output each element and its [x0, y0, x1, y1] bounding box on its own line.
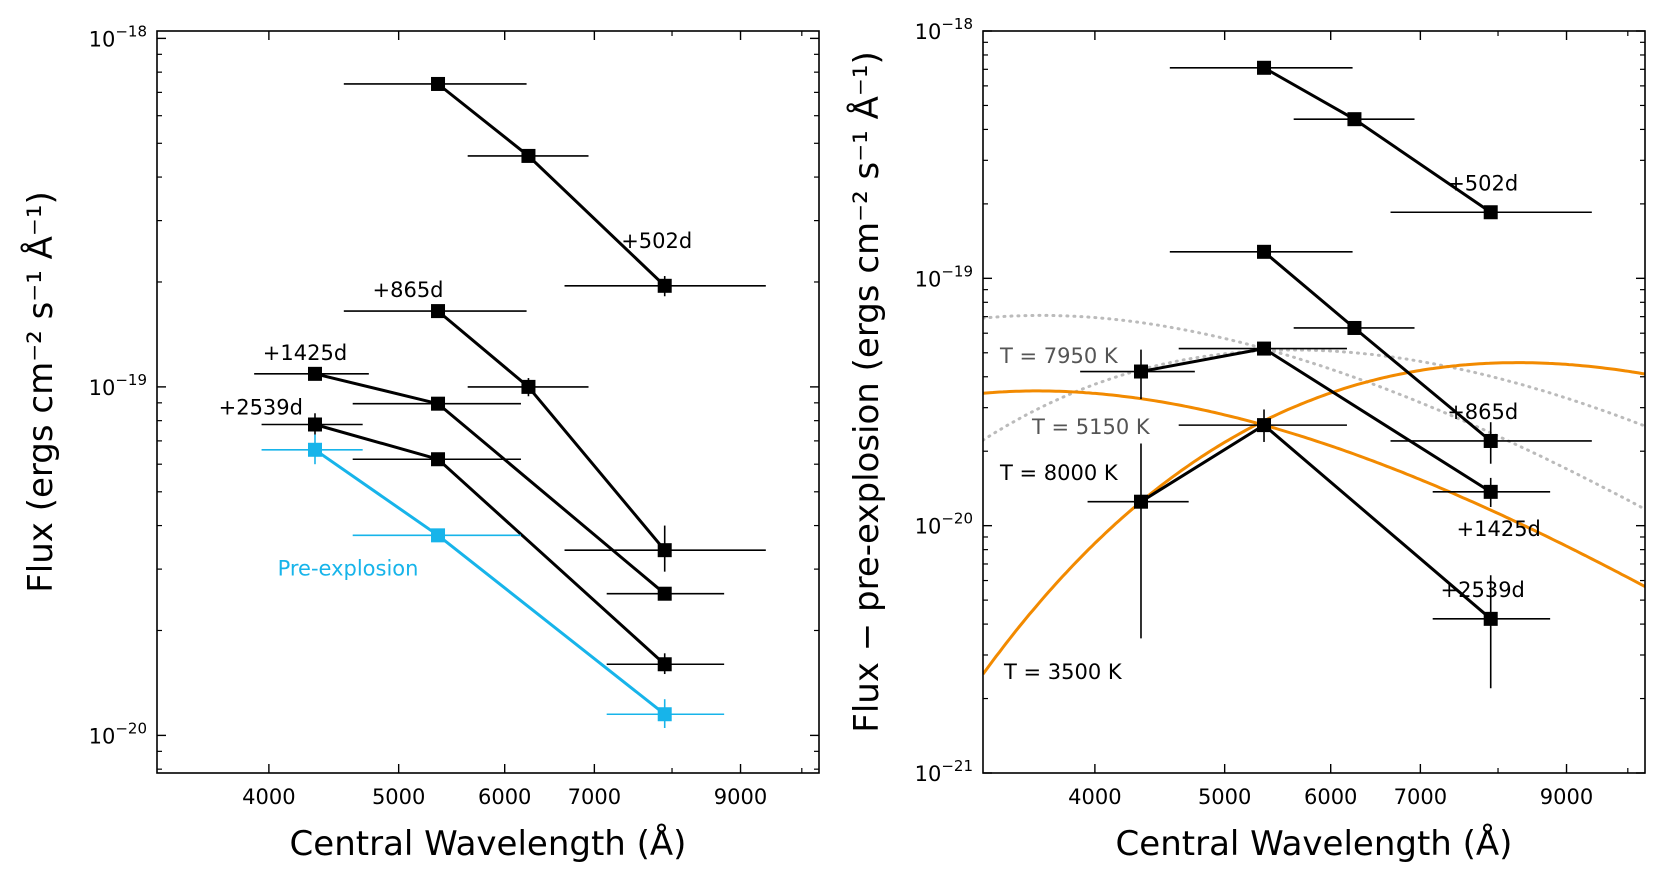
series-label: +865d	[1447, 400, 1518, 424]
y-tick-base: 10	[89, 724, 116, 748]
blackbody-curve-1	[983, 313, 1645, 511]
y-tick-exp: −20	[941, 510, 973, 528]
series-label: +502d	[1447, 171, 1518, 195]
data-point	[431, 452, 446, 467]
y-tick-base: 10	[915, 20, 942, 44]
series-+1425d: +1425d	[254, 341, 725, 601]
y-tick-exp: −18	[115, 22, 147, 40]
data-point	[1133, 494, 1148, 509]
data-point	[1257, 244, 1272, 259]
data-point	[1347, 320, 1362, 335]
data-point	[657, 543, 672, 558]
blackbody-label: T = 8000 K	[999, 461, 1119, 485]
series-label: +865d	[373, 278, 444, 302]
series-label: +1425d	[1457, 517, 1541, 541]
y-tick-label: 10−19	[89, 371, 147, 400]
x-tick-label: 9000	[1540, 785, 1593, 809]
data-point	[657, 707, 672, 722]
series-+865d: +865d	[1169, 244, 1592, 464]
series-+1425d: +1425d	[1080, 341, 1551, 541]
data-point	[431, 304, 446, 319]
data-point	[1257, 418, 1272, 433]
data-point	[431, 528, 446, 543]
data-point	[521, 148, 536, 163]
data-point	[307, 442, 322, 457]
data-point	[307, 417, 322, 432]
panel-1: +502d +865d +1425d +2539d Pre-explosion 4000 5…	[20, 22, 820, 864]
y-tick-label: 10−19	[915, 262, 973, 291]
x-tick-label: 9000	[714, 785, 767, 809]
x-tick-label: 4000	[242, 785, 295, 809]
series-label: +502d	[621, 229, 692, 253]
data-point	[1257, 60, 1272, 75]
blackbody-label: T = 3500 K	[1003, 660, 1123, 684]
series-+502d: +502d	[1169, 60, 1592, 220]
y-tick-exp: −21	[941, 757, 973, 775]
x-tick-label: 5000	[372, 785, 425, 809]
axes-frame	[982, 30, 1646, 774]
series-line	[314, 423, 666, 666]
data-point	[307, 366, 322, 381]
data-point	[657, 586, 672, 601]
y-tick-base: 10	[915, 762, 942, 786]
y-tick-base: 10	[89, 27, 116, 51]
data-point	[1483, 205, 1498, 220]
x-tick-label: 7000	[568, 785, 621, 809]
data-point	[431, 396, 446, 411]
data-point	[1347, 112, 1362, 127]
data-point	[1257, 341, 1272, 356]
y-tick-exp: −19	[941, 262, 973, 280]
y-tick-label: 10−18	[89, 22, 147, 51]
blackbody-label: T = 7950 K	[999, 344, 1119, 368]
data-point	[1483, 611, 1498, 626]
data-point	[431, 76, 446, 91]
blackbody-curve-2	[983, 348, 1645, 442]
series-label: +2539d	[1441, 578, 1525, 602]
y-tick-label: 10−20	[89, 719, 147, 748]
series-label: +2539d	[219, 395, 303, 419]
x-axis-label: Central Wavelength (Å)	[290, 823, 687, 864]
series-line	[437, 82, 666, 287]
series-+502d: +502d	[343, 76, 766, 297]
y-tick-base: 10	[915, 515, 942, 539]
data-point	[1483, 433, 1498, 448]
blackbody-label: T = 5150 K	[1031, 415, 1151, 439]
series-+2539d: +2539d	[219, 395, 725, 675]
y-tick-exp: −19	[115, 371, 147, 389]
axes-frame	[156, 30, 820, 774]
series-label: +1425d	[263, 341, 347, 365]
data-point	[657, 657, 672, 672]
blackbody-curve-3	[983, 389, 1645, 588]
y-tick-base: 10	[915, 267, 942, 291]
y-tick-label: 10−20	[915, 510, 973, 539]
series-line	[1140, 423, 1492, 620]
y-tick-label: 10−21	[915, 757, 973, 786]
y-axis-label: Flux − pre-explosion (ergs cm⁻² s⁻¹ Å⁻¹)	[846, 51, 887, 732]
data-point	[1483, 484, 1498, 499]
series-label: Pre-explosion	[278, 556, 419, 580]
x-tick-label: 4000	[1068, 785, 1121, 809]
x-tick-label: 6000	[1304, 785, 1357, 809]
y-tick-base: 10	[89, 376, 116, 400]
blackbody-curve-4	[983, 361, 1645, 675]
data-point	[1133, 364, 1148, 379]
x-tick-label: 7000	[1394, 785, 1447, 809]
data-point	[521, 379, 536, 394]
y-tick-exp: −18	[941, 15, 973, 33]
x-tick-label: 5000	[1198, 785, 1251, 809]
data-point	[657, 278, 672, 293]
panel-2: +502d +865d +1425d +2539d T = 7950 K T = 5150…	[846, 15, 1646, 864]
x-tick-label: 6000	[478, 785, 531, 809]
series-+2539d: +2539d	[1087, 409, 1551, 689]
y-tick-exp: −20	[115, 719, 147, 737]
series-+865d: +865d	[343, 278, 766, 572]
x-axis-label: Central Wavelength (Å)	[1116, 823, 1513, 864]
y-tick-label: 10−18	[915, 15, 973, 44]
series-Pre-explosion: Pre-explosion	[261, 434, 725, 729]
y-axis-label: Flux (ergs cm⁻² s⁻¹ Å⁻¹)	[20, 191, 61, 593]
